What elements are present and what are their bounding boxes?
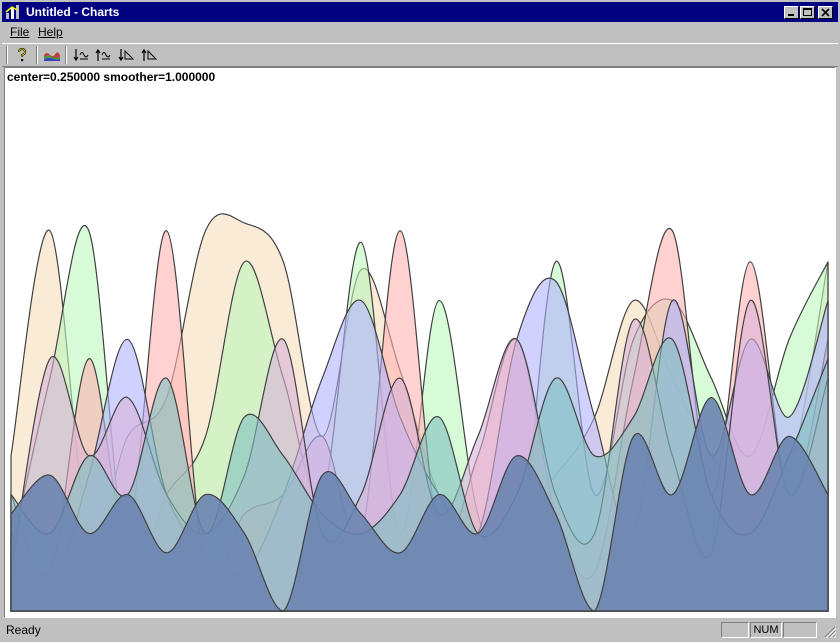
- status-panel-scroll: [783, 622, 817, 638]
- chart-view[interactable]: center=0.250000 smoother=1.000000: [4, 67, 836, 618]
- maximize-button[interactable]: [800, 6, 815, 19]
- shift-down-left-button[interactable]: [70, 45, 92, 65]
- title-bar[interactable]: Untitled - Charts: [2, 2, 838, 22]
- shift-up-left-icon: [95, 48, 111, 61]
- status-bar: Ready NUM: [2, 620, 838, 640]
- resize-grip-icon[interactable]: [824, 626, 836, 638]
- close-button[interactable]: [818, 6, 833, 19]
- toolbar-grip: [6, 46, 8, 64]
- close-icon: [821, 8, 830, 17]
- menu-bar: File Help: [2, 22, 838, 42]
- status-panel-caps: [721, 622, 749, 638]
- status-text: Ready: [6, 623, 41, 637]
- app-icon[interactable]: [5, 4, 21, 20]
- window-title: Untitled - Charts: [26, 5, 120, 19]
- area-chart: [10, 213, 829, 612]
- toolbar-separator: [36, 46, 38, 64]
- help-button[interactable]: [11, 45, 33, 65]
- shift-up-right-icon: [141, 48, 157, 61]
- menu-help-label: Help: [38, 25, 63, 39]
- menu-file[interactable]: File: [10, 25, 29, 39]
- menu-help[interactable]: Help: [38, 25, 63, 39]
- chart-button[interactable]: [41, 45, 63, 65]
- area-series-7: [10, 396, 829, 612]
- shift-down-right-button[interactable]: [115, 45, 137, 65]
- shift-down-right-icon: [118, 49, 134, 62]
- chart-icon: [44, 52, 60, 61]
- status-panel-num: NUM: [750, 622, 782, 638]
- shift-down-left-icon: [73, 49, 89, 62]
- shift-up-left-button[interactable]: [92, 45, 114, 65]
- toolbar: [2, 43, 838, 67]
- toolbar-separator: [65, 46, 67, 64]
- minimize-button[interactable]: [784, 6, 799, 19]
- help-icon: [18, 47, 27, 62]
- minimize-icon: [788, 14, 794, 16]
- parameter-readout: center=0.250000 smoother=1.000000: [7, 70, 216, 84]
- menu-file-label: File: [10, 25, 30, 39]
- shift-up-right-button[interactable]: [138, 45, 160, 65]
- maximize-icon: [803, 8, 812, 16]
